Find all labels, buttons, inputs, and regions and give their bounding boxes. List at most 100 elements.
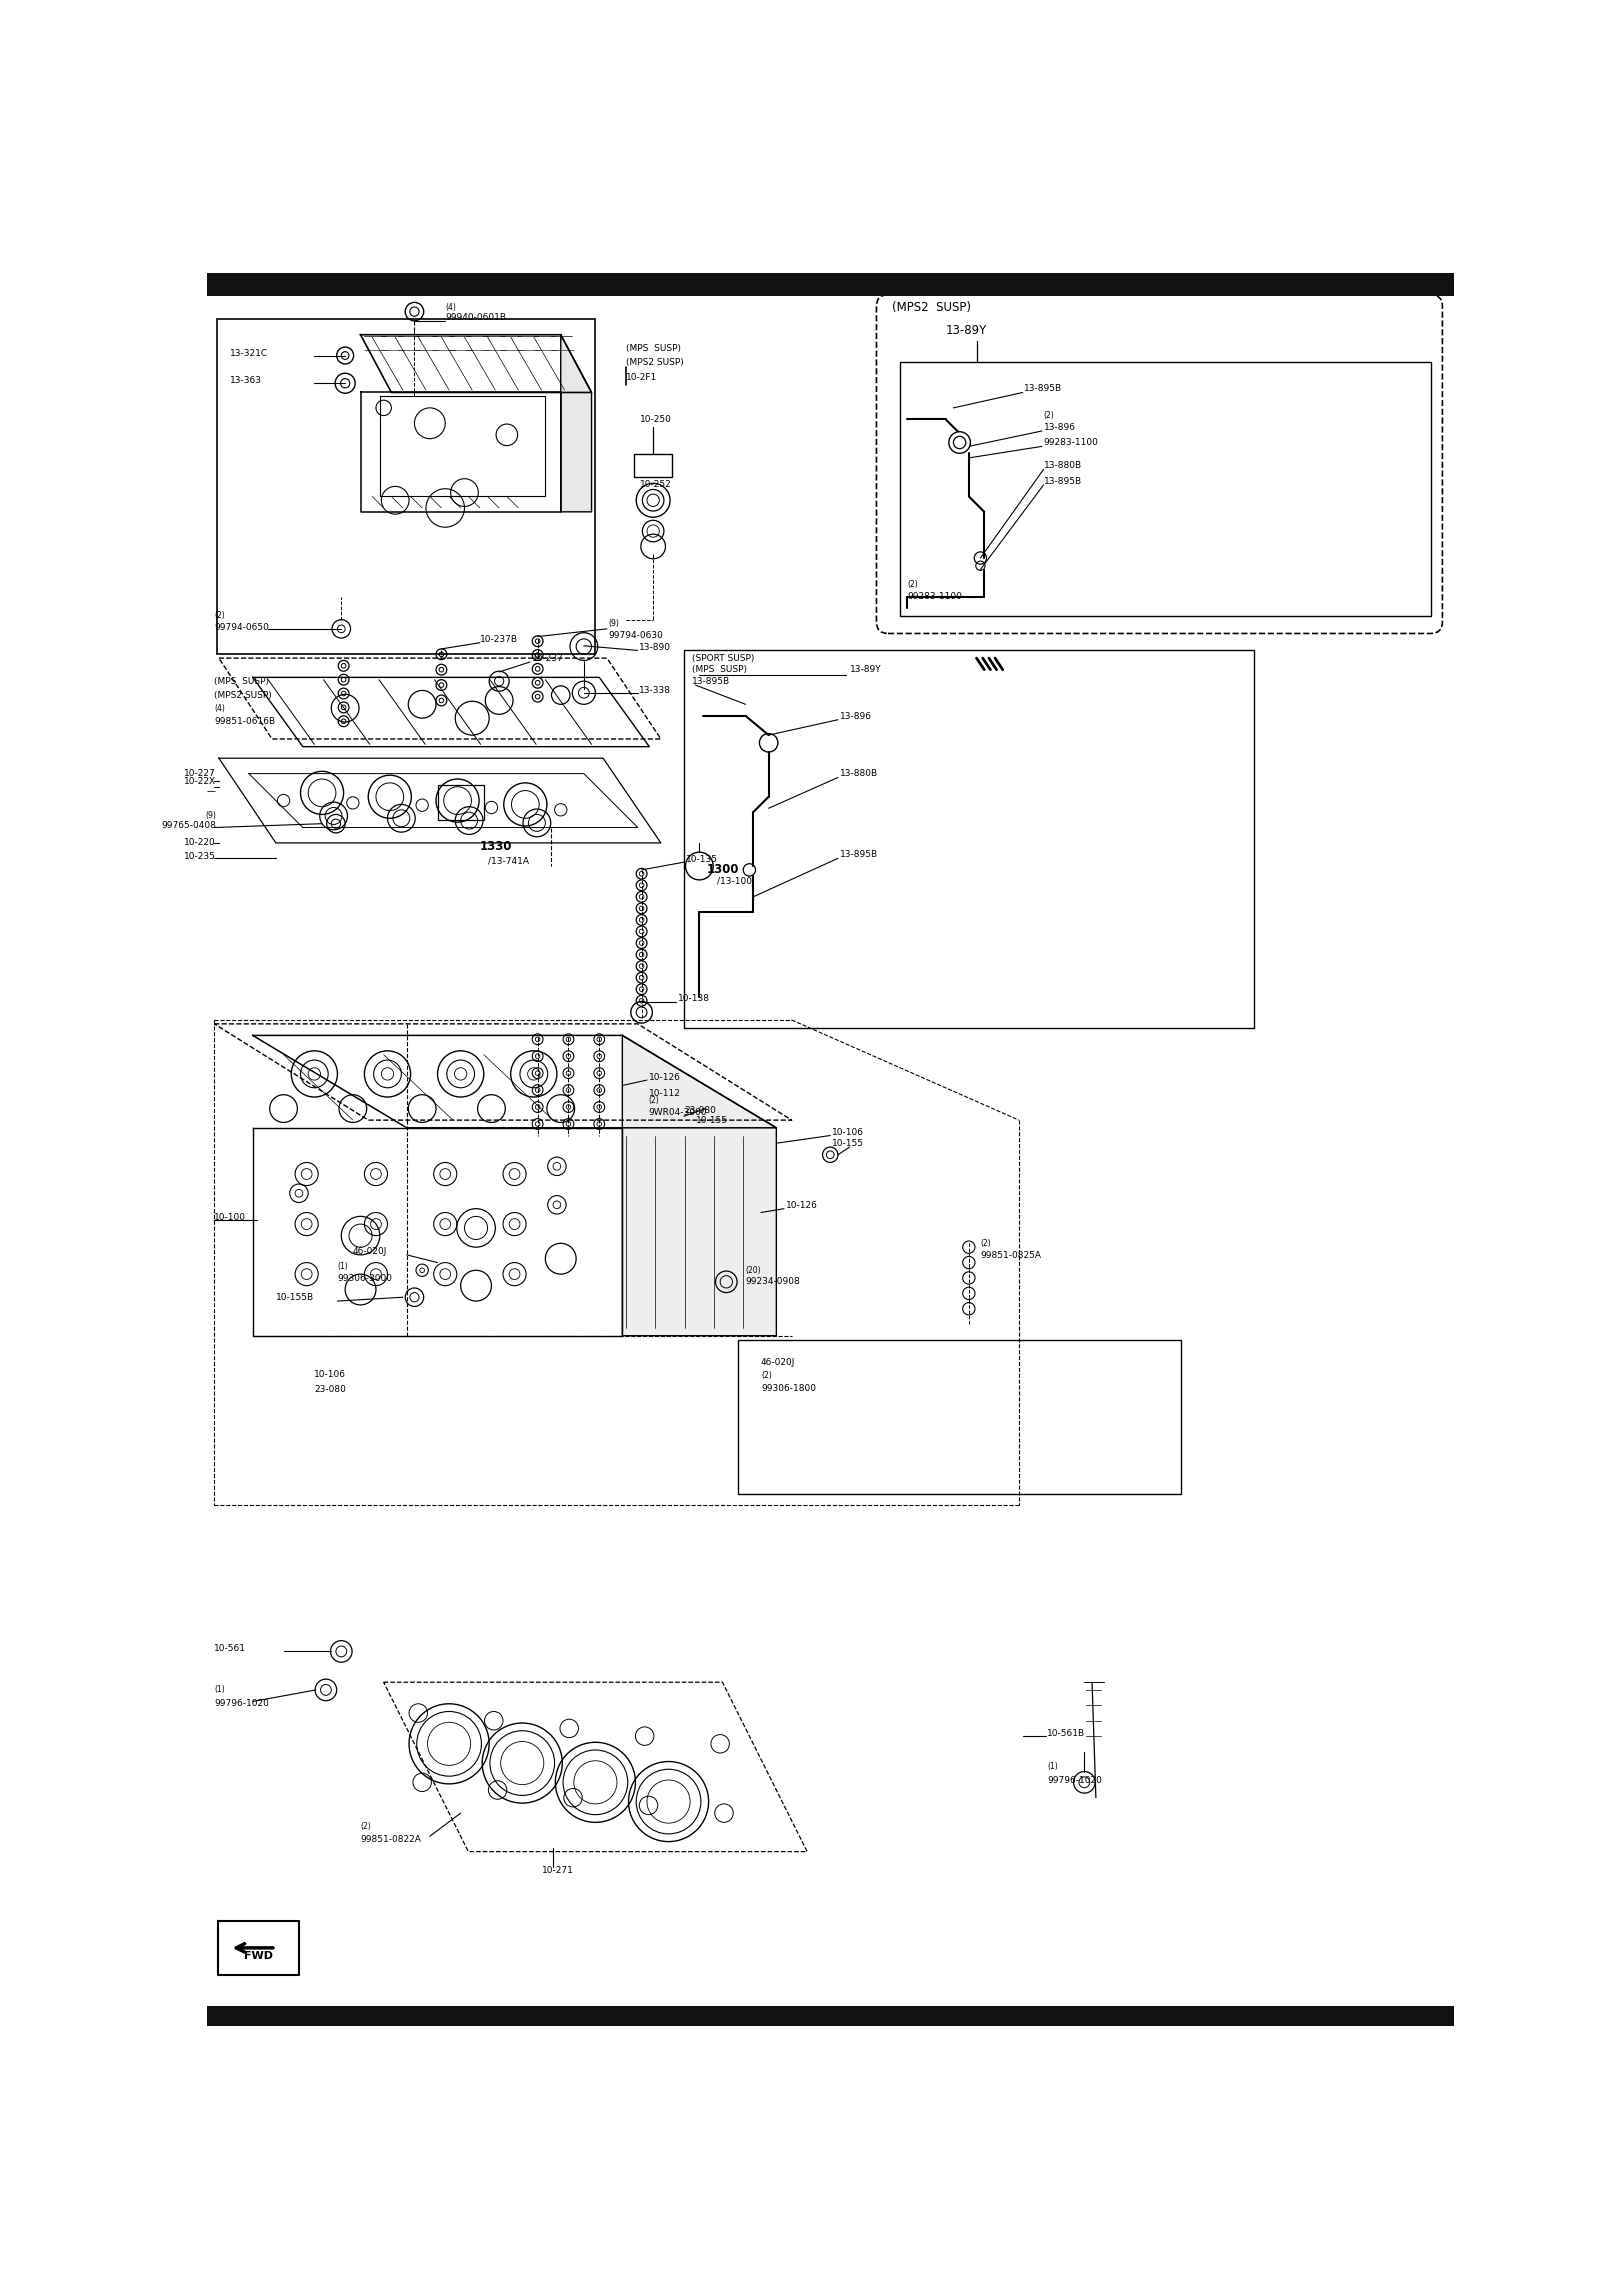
Text: (MPS  SUSP): (MPS SUSP) [214,676,269,685]
Text: 13-89Y: 13-89Y [849,665,881,674]
Text: (2): (2) [1043,412,1055,421]
Text: 99283-1100: 99283-1100 [907,592,962,601]
Polygon shape [253,1036,776,1129]
Text: 10-227: 10-227 [185,769,215,778]
Text: 10-126: 10-126 [648,1072,680,1081]
Text: (4): (4) [446,303,457,312]
Text: 10-22X: 10-22X [183,776,215,785]
Text: 13-895B: 13-895B [692,676,729,685]
Polygon shape [361,391,561,512]
Text: 10-138: 10-138 [677,995,710,1004]
Text: 10-135: 10-135 [685,854,718,863]
Polygon shape [361,335,591,391]
Text: (2): (2) [361,1823,371,1832]
Text: (MPS2  SUSP): (MPS2 SUSP) [893,300,970,314]
Bar [437,785,484,819]
Text: 10-220: 10-220 [185,838,215,847]
Text: (2): (2) [648,1097,659,1106]
Text: FWD: FWD [243,1951,272,1960]
Text: 99283-1100: 99283-1100 [1043,437,1098,446]
Text: (1): (1) [337,1261,348,1270]
Text: 99851-0825A: 99851-0825A [980,1252,1042,1261]
Text: 10-126: 10-126 [786,1202,818,1211]
Text: /13-100: /13-100 [718,876,752,885]
Text: 13-89Y: 13-89Y [946,325,987,337]
Text: (1): (1) [1048,1762,1058,1771]
Text: 1330: 1330 [480,840,512,854]
Bar [217,319,595,653]
Text: 13-896: 13-896 [839,712,872,721]
Text: 10-252: 10-252 [640,480,672,489]
Text: 13-895B: 13-895B [839,849,878,858]
Text: 10-250: 10-250 [640,414,672,423]
Text: 10-561B: 10-561B [1048,1727,1085,1737]
Bar [207,273,1455,296]
Text: (2): (2) [907,580,919,589]
Text: 10-100: 10-100 [214,1213,246,1222]
Text: 10-155: 10-155 [831,1138,863,1147]
Text: 10-271: 10-271 [541,1866,573,1875]
Text: 99796-1020: 99796-1020 [1048,1775,1102,1784]
Circle shape [949,432,970,453]
Text: 13-895B: 13-895B [1024,385,1063,394]
Text: 10-155: 10-155 [695,1115,727,1124]
Text: 10-2F1: 10-2F1 [627,373,658,382]
Text: 99765-0408: 99765-0408 [160,822,215,831]
Text: 13-880B: 13-880B [1043,462,1082,471]
Text: 99796-1020: 99796-1020 [214,1700,269,1709]
Text: (MPS2 SUSP): (MPS2 SUSP) [627,357,684,366]
Bar [737,1341,1181,1493]
Text: 10-561: 10-561 [214,1643,246,1652]
Text: 99234-0908: 99234-0908 [745,1277,800,1286]
Text: 13-880B: 13-880B [839,769,878,778]
Text: 10-155B: 10-155B [275,1293,314,1302]
Text: (MPS  SUSP): (MPS SUSP) [627,344,680,353]
Polygon shape [219,658,661,740]
Polygon shape [384,1682,807,1853]
Polygon shape [253,1129,622,1336]
Text: (9): (9) [204,813,215,819]
Text: 10-112: 10-112 [648,1088,680,1097]
Text: 99851-0822A: 99851-0822A [361,1834,421,1844]
Text: (1): (1) [214,1687,225,1693]
Text: 10-106: 10-106 [314,1370,347,1379]
Text: 10-237B: 10-237B [480,635,518,644]
Bar [633,455,672,478]
Text: (2): (2) [214,612,225,621]
Text: (20): (20) [745,1265,761,1275]
Text: 9WR04-3000: 9WR04-3000 [648,1108,706,1118]
Text: (MPS2 SUSP): (MPS2 SUSP) [214,690,272,699]
Text: 23-080: 23-080 [684,1106,716,1115]
Text: 99306-1800: 99306-1800 [761,1384,816,1393]
Text: 99306-3000: 99306-3000 [337,1275,392,1284]
Bar [379,396,546,496]
Text: 13-338: 13-338 [640,685,671,694]
Text: (2): (2) [761,1370,771,1379]
Text: 13-896: 13-896 [1043,423,1076,432]
Bar [899,362,1430,617]
Polygon shape [561,335,591,512]
Polygon shape [214,1024,792,1120]
Text: 99794-0630: 99794-0630 [609,630,663,640]
Polygon shape [249,774,638,828]
Text: 99851-0616B: 99851-0616B [214,717,275,726]
Text: (MPS  SUSP): (MPS SUSP) [692,665,747,674]
Text: 99940-0601B: 99940-0601B [446,314,505,323]
Text: —: — [207,787,215,797]
Polygon shape [253,678,650,747]
Text: 46-020J: 46-020J [353,1247,387,1256]
Text: (9): (9) [609,619,619,628]
Text: /13-741A: /13-741A [488,856,528,865]
Text: 13-363: 13-363 [230,376,262,385]
Text: 10-235: 10-235 [185,851,215,860]
Text: (4): (4) [214,706,225,712]
Bar [207,2007,1455,2026]
Text: (SPORT SUSP): (SPORT SUSP) [692,653,753,662]
Polygon shape [622,1036,776,1336]
Text: 10-237: 10-237 [531,653,564,662]
Text: 23-080: 23-080 [314,1386,347,1395]
Text: 99794-0650: 99794-0650 [214,624,269,633]
Text: 46-020J: 46-020J [761,1359,795,1368]
Polygon shape [219,1921,300,1976]
Text: 1300: 1300 [706,863,740,876]
